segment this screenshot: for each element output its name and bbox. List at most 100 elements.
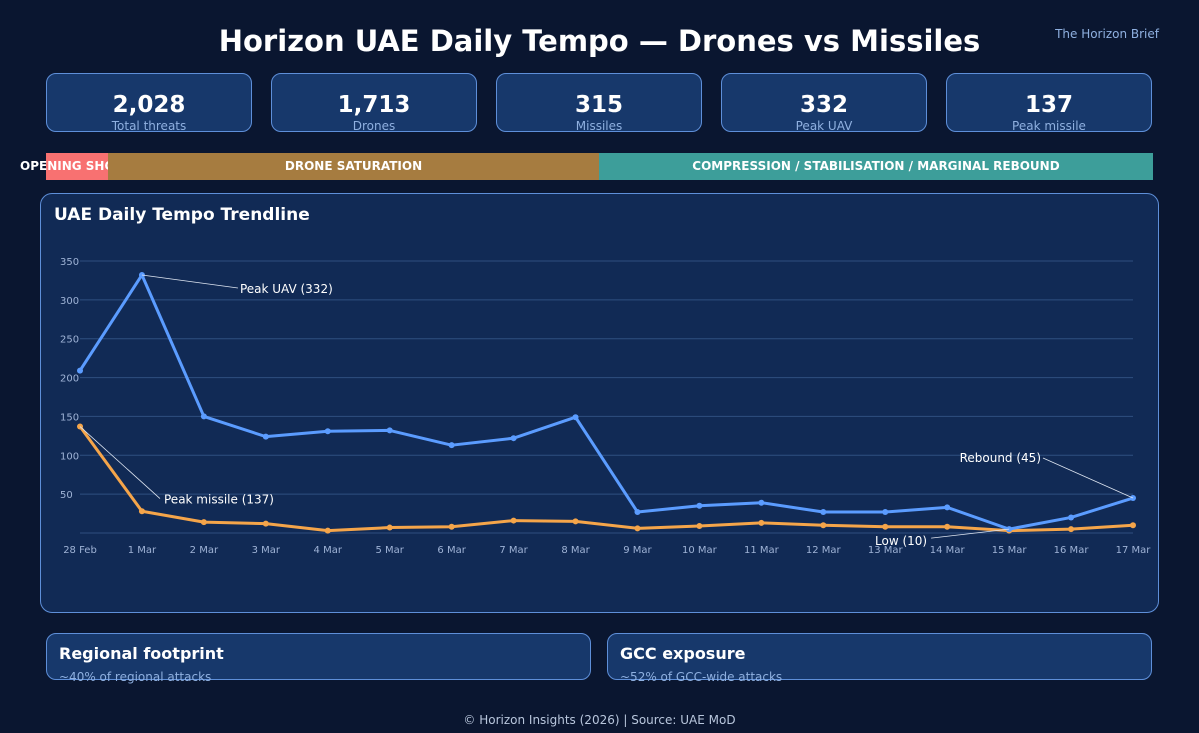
x-tick-label: 17 Mar [1116,545,1152,556]
data-point-missiles [696,523,703,530]
x-tick-label: 12 Mar [806,545,842,556]
kpi-label: Drones [352,119,396,133]
data-point-drones [386,427,393,434]
data-point-missiles [758,519,765,526]
data-point-missiles [820,522,827,529]
data-point-drones [1068,514,1075,521]
annotation-leader [931,528,1010,539]
phase-timeline: OPENING SHOCK DRONE SATURATION COMPRESSI… [20,153,1153,180]
data-point-missiles [1068,526,1075,533]
card-text: ~52% of GCC-wide attacks [620,670,783,684]
data-point-missiles [882,523,889,530]
data-point-missiles [634,525,641,532]
kpi-value: 2,028 [112,92,186,118]
y-tick-label: 350 [60,257,79,268]
kpi-value: 1,713 [337,92,411,118]
data-point-missiles [200,519,207,526]
kpi-card-missiles: 315 Missiles [496,73,702,133]
data-point-drones [262,433,269,440]
kpi-label: Total threats [111,119,187,133]
kpi-label: Peak UAV [795,119,853,133]
x-tick-label: 5 Mar [375,545,404,556]
x-tick-label: 15 Mar [992,545,1028,556]
x-tick-label: 6 Mar [437,545,466,556]
chart-title: UAE Daily Tempo Trendline [54,205,310,225]
series-line-missiles [78,425,1134,533]
card-text: ~40% of regional attacks [59,670,212,684]
data-point-missiles [448,523,455,530]
data-point-drones [758,499,765,506]
data-point-missiles [572,518,579,525]
y-tick-label: 250 [60,335,79,346]
kpi-value: 137 [1024,92,1073,118]
x-tick-label: 11 Mar [744,545,780,556]
data-point-drones [882,509,889,516]
footer-credit: © Horizon Insights (2026) | Source: UAE … [463,713,736,727]
x-tick-label: 13 Mar [868,545,904,556]
kpi-card-peak-missile: 137 Peak missile [946,73,1152,133]
annotation-leader [141,274,238,289]
phase-drone-saturation: DRONE SATURATION [108,153,599,180]
data-point-missiles [262,520,269,527]
data-point-missiles [944,523,951,530]
y-tick-label: 100 [60,451,79,462]
x-tick-label: 14 Mar [930,545,966,556]
phase-opening-shock: OPENING SHOCK [20,153,133,180]
x-tick-label: 9 Mar [623,545,652,556]
data-point-drones [77,367,83,374]
annotation-label: Rebound (45) [960,451,1041,465]
annotation-label: Low (10) [875,534,927,548]
data-point-drones [820,509,827,516]
y-tick-label: 50 [60,490,73,501]
series-line-drones [78,273,1134,531]
data-point-drones [944,504,951,511]
data-point-missiles [138,508,145,515]
kpi-card-drones: 1,713 Drones [271,73,477,133]
data-point-drones [634,509,641,516]
data-point-missiles [324,527,331,534]
brand-label: The Horizon Brief [1055,27,1159,41]
x-tick-label: 7 Mar [499,545,528,556]
phase-label: OPENING SHOCK [20,159,133,173]
annotation-leader [1042,457,1134,499]
regional-footprint-card: Regional footprint ~40% of regional atta… [46,633,591,684]
data-point-drones [696,502,703,509]
data-point-drones [510,435,517,442]
x-tick-label: 8 Mar [561,545,590,556]
data-point-drones [448,442,455,449]
annotation-leader [79,426,161,499]
chart-panel [40,193,1159,613]
gcc-exposure-card: GCC exposure ~52% of GCC-wide attacks [607,633,1152,684]
data-point-drones [200,413,207,420]
annotation-label: Peak missile (137) [164,493,274,507]
kpi-label: Missiles [575,119,623,133]
phase-label: DRONE SATURATION [284,159,423,173]
data-point-missiles [386,524,393,531]
kpi-label: Peak missile [1012,119,1086,133]
kpi-card-total-threats: 2,028 Total threats [46,73,252,133]
data-point-drones [572,414,579,421]
kpi-value: 315 [574,92,623,118]
card-title: Regional footprint [59,644,224,663]
page-title: Horizon UAE Daily Tempo — Drones vs Miss… [218,24,981,58]
x-tick-label: 4 Mar [314,545,343,556]
annotation-label: Peak UAV (332) [240,282,333,296]
data-point-missiles [510,517,517,524]
x-tick-label: 16 Mar [1054,545,1090,556]
data-point-missiles [1130,522,1136,529]
x-tick-label: 1 Mar [128,545,157,556]
kpi-card-peak-uav: 332 Peak UAV [721,73,927,133]
x-tick-label: 3 Mar [252,545,281,556]
x-tick-label: 10 Mar [682,545,718,556]
phase-label: COMPRESSION / STABILISATION / MARGINAL R… [692,159,1060,173]
phase-compression: COMPRESSION / STABILISATION / MARGINAL R… [599,153,1153,180]
y-tick-label: 200 [60,374,79,385]
y-tick-label: 300 [60,296,79,307]
x-tick-label: 2 Mar [190,545,219,556]
card-title: GCC exposure [620,644,746,663]
data-point-drones [324,428,331,435]
y-tick-label: 150 [60,412,79,423]
x-tick-label: 28 Feb [63,545,97,556]
kpi-value: 332 [799,92,848,118]
